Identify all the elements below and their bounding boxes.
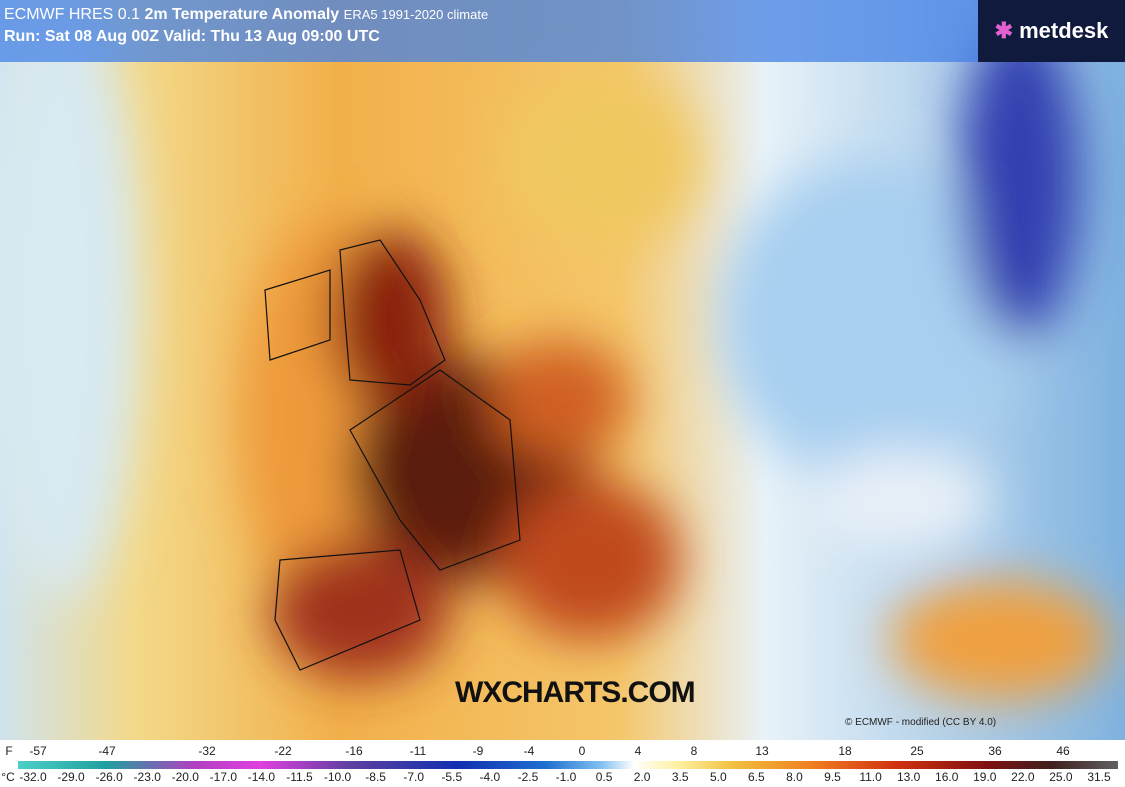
c-label: 2.0: [633, 770, 651, 784]
c-label: -4.0: [479, 770, 501, 784]
c-label: -2.5: [517, 770, 539, 784]
f-label: 0: [578, 744, 586, 758]
c-label: -1.0: [555, 770, 577, 784]
watermark: WXCHARTS.COM: [455, 676, 696, 709]
c-label: -7.0: [403, 770, 425, 784]
c-label: -5.5: [441, 770, 463, 784]
f-label: -22: [274, 744, 292, 758]
f-label: 8: [690, 744, 698, 758]
f-label: 36: [988, 744, 1002, 758]
c-label: 5.0: [709, 770, 727, 784]
f-label: -11: [409, 744, 427, 758]
f-label: 46: [1056, 744, 1070, 758]
logo-icon: ✱: [994, 18, 1014, 43]
c-label: -29.0: [57, 770, 85, 784]
c-label: -26.0: [95, 770, 123, 784]
c-label: 19.0: [973, 770, 997, 784]
c-label: 3.5: [671, 770, 689, 784]
c-label: -17.0: [209, 770, 238, 784]
c-label: -11.5: [286, 770, 313, 784]
f-label: -47: [98, 744, 116, 758]
coastline: [264, 239, 521, 671]
climate: ERA5 1991-2020 climate: [343, 7, 489, 22]
run-info: Run: Sat 08 Aug 00Z Valid: Thu 13 Aug 09…: [4, 28, 380, 45]
f-label: 4: [634, 744, 642, 758]
c-label: 8.0: [786, 770, 803, 784]
c-label: -14.0: [247, 770, 276, 784]
c-label: 25.0: [1049, 770, 1073, 784]
color-strip: [18, 761, 1118, 769]
title: 2m Temperature Anomaly: [144, 6, 340, 23]
c-label: -10.0: [323, 770, 352, 784]
c-label: 0.5: [595, 770, 613, 784]
f-label: -4: [523, 744, 535, 758]
colorbar: F °C -57 -47 -32 -22 -16 -11 -9 -4 0 4 8 13 18 25 36 46 -3…: [0, 740, 1125, 787]
f-label: -9: [472, 744, 484, 758]
logo: ✱ metdesk: [978, 0, 1125, 62]
f-label: -57: [29, 744, 47, 758]
c-label: 11.0: [859, 770, 882, 784]
header: ECMWF HRES 0.1 2m Temperature Anomaly ER…: [0, 0, 978, 62]
c-label: 22.0: [1011, 770, 1035, 784]
f-label: -16: [345, 744, 363, 758]
f-unit: F: [5, 744, 13, 758]
f-label: -32: [198, 744, 216, 758]
f-label: 25: [910, 744, 924, 758]
c-label: -23.0: [133, 770, 161, 784]
c-label: -32.0: [19, 770, 47, 784]
f-label: 18: [838, 744, 852, 758]
c-label: 6.5: [748, 770, 765, 784]
c-unit: °C: [1, 770, 15, 784]
c-label: -8.5: [365, 770, 386, 784]
logo-text: metdesk: [1019, 18, 1109, 43]
c-label: 9.5: [824, 770, 841, 784]
c-label: 31.5: [1087, 770, 1111, 784]
c-label: 16.0: [935, 770, 959, 784]
c-label: -20.0: [171, 770, 199, 784]
credit: © ECMWF - modified (CC BY 4.0): [845, 717, 997, 728]
model: ECMWF HRES 0.1: [4, 6, 141, 23]
c-label: 13.0: [896, 770, 921, 784]
f-label: 13: [755, 744, 769, 758]
